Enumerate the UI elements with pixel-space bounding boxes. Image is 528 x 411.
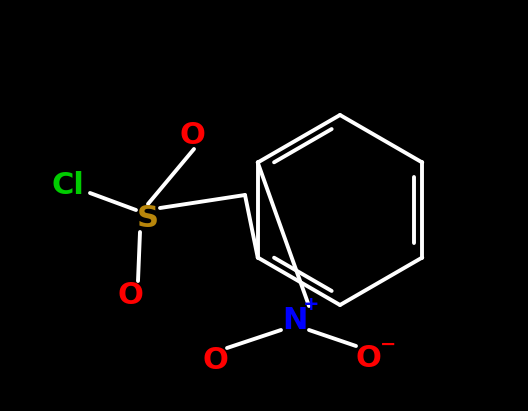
Text: O: O: [202, 346, 228, 374]
Text: N: N: [282, 305, 308, 335]
Text: O: O: [355, 344, 381, 372]
Text: −: −: [380, 335, 396, 353]
Text: +: +: [303, 295, 319, 314]
Text: O: O: [117, 280, 143, 309]
Text: O: O: [179, 120, 205, 150]
Text: S: S: [137, 203, 159, 233]
Text: Cl: Cl: [52, 171, 84, 199]
